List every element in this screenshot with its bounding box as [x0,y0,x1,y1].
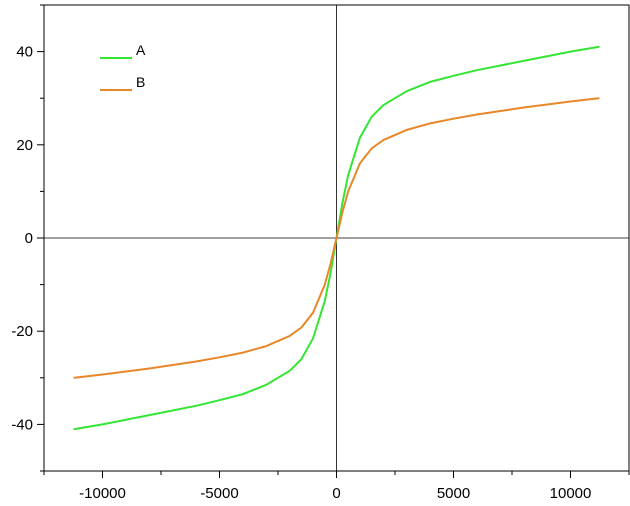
y-tick-label: -20 [11,323,33,340]
y-tick-label: 40 [16,44,33,61]
x-axis-tick-labels: -10000 -5000 0 5000 10000 [79,485,591,502]
y-tick-label: 0 [25,230,33,247]
y-tick-label: 20 [16,137,33,154]
legend-label-b: B [136,74,145,90]
x-tick-label: -5000 [200,485,238,502]
series-lines [73,45,600,431]
x-tick-label: -10000 [79,485,126,502]
series-line-b [73,97,600,379]
y-axis-tick-labels: -40 -20 0 20 40 [11,44,33,434]
x-tick-label: 5000 [437,485,470,502]
x-tick-label: 10000 [550,485,592,502]
legend-label-a: A [136,42,146,58]
y-axis-ticks [37,4,44,472]
x-tick-label: 0 [332,485,340,502]
x-axis-ticks [43,471,630,478]
legend: AB [100,42,146,91]
y-tick-label: -40 [11,416,33,433]
